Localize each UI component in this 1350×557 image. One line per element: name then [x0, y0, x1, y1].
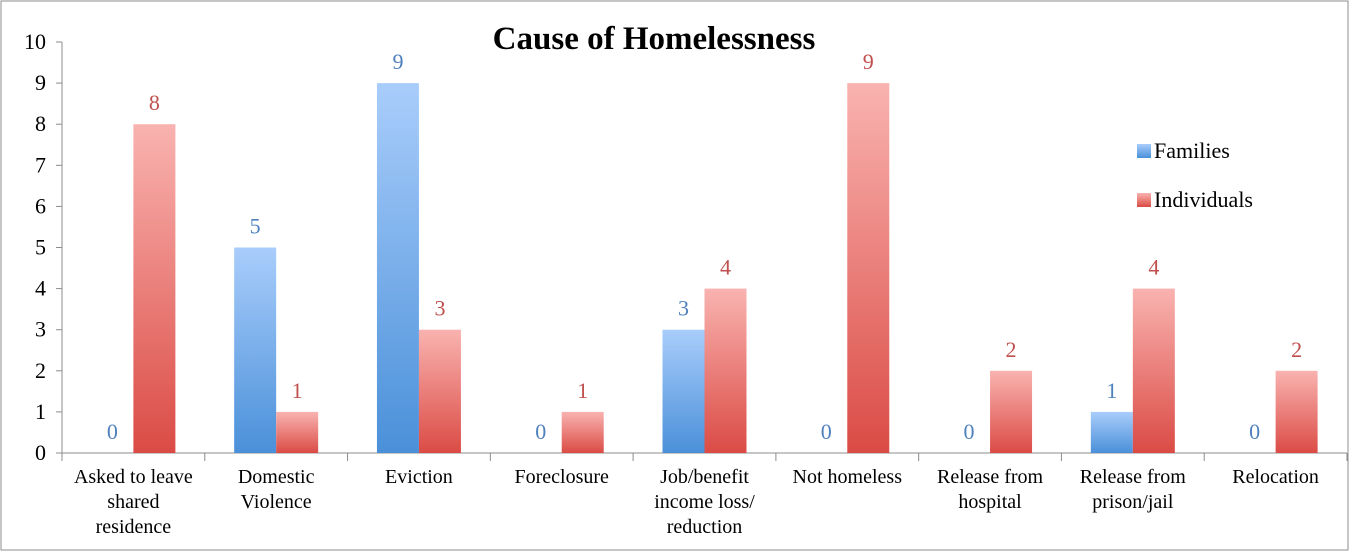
data-label-families: 9	[392, 49, 403, 74]
chart-title: Cause of Homelessness	[493, 21, 816, 57]
bars	[133, 83, 1318, 453]
y-tick-label: 2	[35, 358, 46, 383]
y-tick-label: 10	[24, 29, 46, 54]
y-tick-label: 5	[35, 235, 46, 260]
data-label-families: 3	[678, 296, 689, 321]
y-tick-label: 6	[35, 193, 46, 218]
legend: Families Individuals	[1137, 138, 1253, 212]
data-label-families: 0	[964, 419, 975, 444]
bar-families	[662, 329, 705, 453]
y-tick-label: 0	[35, 440, 46, 465]
y-tick-label: 7	[35, 152, 46, 177]
x-category-label: Eviction	[385, 466, 453, 488]
data-label-individuals: 2	[1006, 337, 1017, 362]
x-category-label: Job/benefit income loss/reduction	[654, 466, 755, 538]
data-label-individuals: 4	[720, 255, 731, 280]
y-tick-label: 9	[35, 70, 46, 95]
x-category-label: Release from hospital	[937, 466, 1044, 513]
bar-individuals	[276, 411, 319, 453]
bar-individuals	[1275, 370, 1318, 453]
bar-families	[1090, 411, 1133, 453]
y-tick-label: 3	[35, 317, 46, 342]
data-label-individuals: 8	[149, 90, 160, 115]
bar-individuals	[990, 370, 1033, 453]
legend-label-individuals: Individuals	[1154, 187, 1253, 212]
data-label-individuals: 3	[434, 296, 445, 321]
data-label-individuals: 2	[1291, 337, 1302, 362]
bar-individuals	[1132, 288, 1175, 453]
data-label-individuals: 9	[863, 49, 874, 74]
legend-swatch-individuals	[1137, 193, 1151, 207]
data-label-individuals: 1	[577, 378, 588, 403]
data-label-families: 0	[107, 419, 118, 444]
bar-families	[234, 247, 277, 453]
data-label-families: 0	[1249, 419, 1260, 444]
bar-individuals	[561, 411, 604, 453]
bar-individuals	[133, 124, 176, 453]
x-category-label: Asked to leave shared residence	[74, 466, 193, 538]
y-tick-label: 8	[35, 111, 46, 136]
bar-individuals	[847, 83, 890, 453]
legend-swatch-families	[1137, 144, 1151, 158]
bar-individuals	[418, 329, 461, 453]
y-tick-label: 4	[35, 276, 46, 301]
legend-label-families: Families	[1154, 138, 1230, 163]
y-tick-label: 1	[35, 399, 46, 424]
data-label-individuals: 1	[292, 378, 303, 403]
data-label-individuals: 4	[1148, 255, 1159, 280]
bar-families	[376, 83, 419, 453]
bar-individuals	[704, 288, 747, 453]
data-label-families: 5	[250, 214, 261, 239]
data-labels: 0 5 9 0 3 0 0 1 0 8 1 3 1 4 9 2 4 2	[107, 49, 1302, 444]
data-label-families: 0	[535, 419, 546, 444]
data-label-families: 0	[821, 419, 832, 444]
x-category-label: Not homeless	[793, 466, 903, 488]
x-category-label: Release from prison/jail	[1080, 466, 1187, 513]
x-category-label: Domestic Violence	[238, 466, 315, 513]
x-category-label: Foreclosure	[515, 466, 610, 488]
x-category-label: Relocation	[1232, 466, 1319, 488]
data-label-families: 1	[1106, 378, 1117, 403]
